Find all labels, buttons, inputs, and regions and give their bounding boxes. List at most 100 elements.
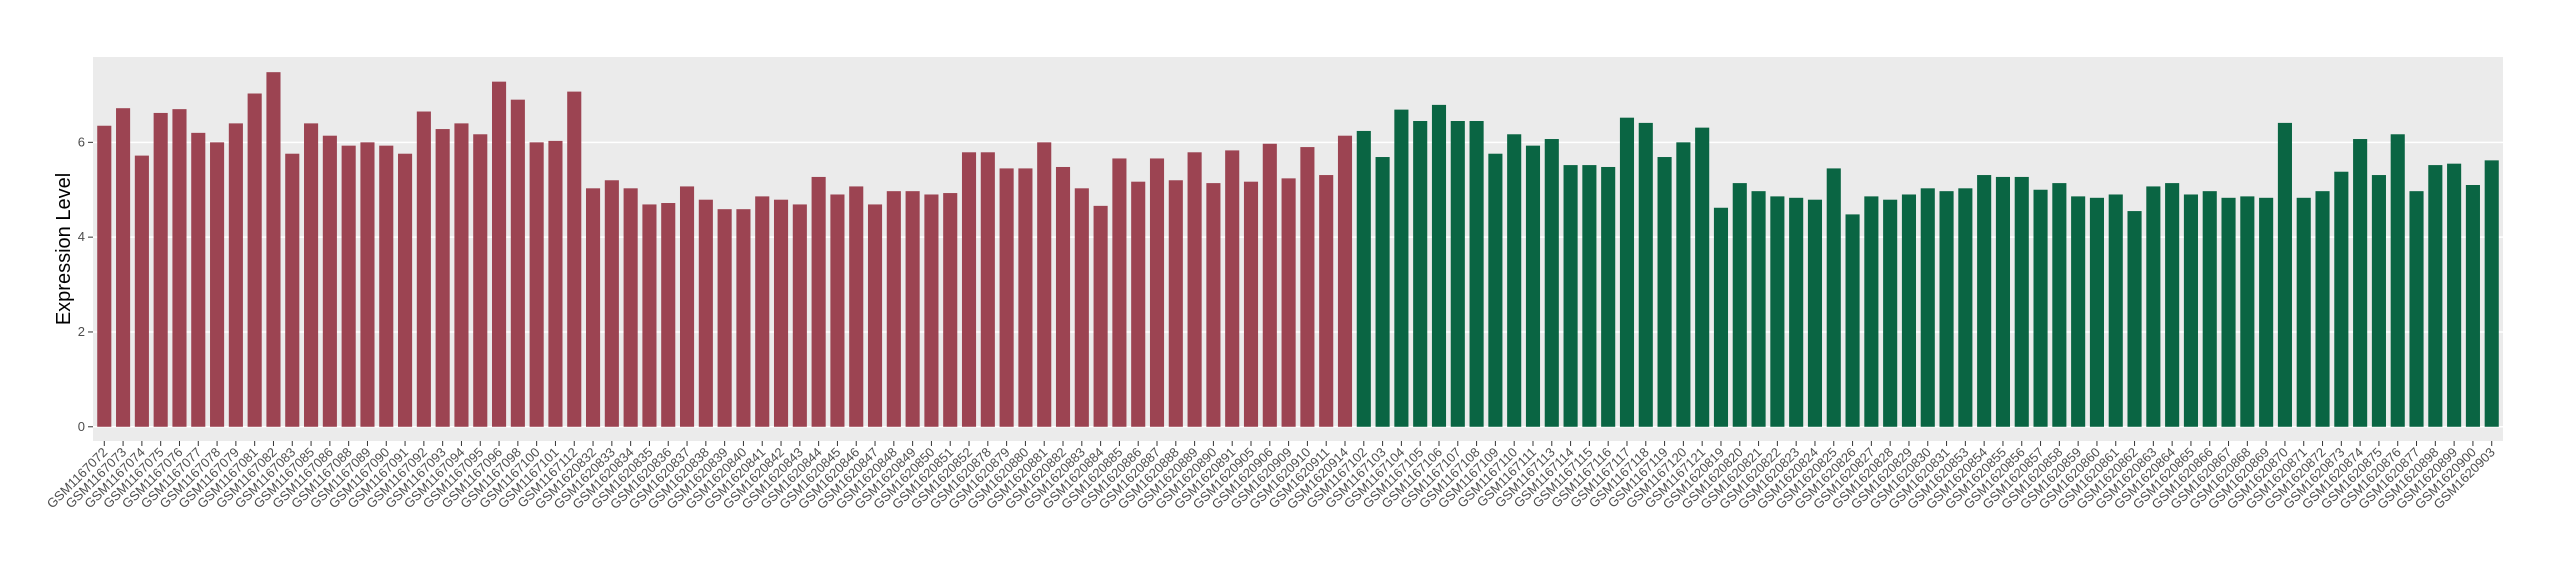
bar xyxy=(97,125,112,427)
bar xyxy=(1488,153,1503,427)
bar xyxy=(2240,196,2255,427)
bar xyxy=(1375,157,1390,427)
bar xyxy=(2146,186,2161,427)
bar xyxy=(2390,134,2405,427)
bar xyxy=(1206,183,1221,427)
bar xyxy=(717,209,732,427)
bar xyxy=(228,123,243,427)
bar xyxy=(1055,166,1071,427)
bar xyxy=(1657,157,1672,427)
bar xyxy=(116,108,131,427)
bar xyxy=(642,204,657,427)
bar xyxy=(623,188,638,427)
bar xyxy=(416,111,431,427)
bar xyxy=(2165,183,2180,427)
bar xyxy=(1300,147,1315,427)
bar xyxy=(980,152,995,427)
bar xyxy=(1319,175,1334,427)
bar xyxy=(1112,158,1127,427)
bar xyxy=(679,186,695,427)
bar xyxy=(2315,191,2330,427)
bar xyxy=(1864,196,1879,427)
bar xyxy=(1582,165,1597,427)
bar xyxy=(773,199,789,427)
bar xyxy=(1093,205,1108,427)
bar xyxy=(867,204,883,427)
bar xyxy=(698,199,713,427)
bar xyxy=(1281,178,1296,427)
bar xyxy=(2447,163,2462,427)
bar xyxy=(2334,171,2349,427)
bar xyxy=(2371,175,2386,427)
bar xyxy=(1544,139,1559,427)
bar xyxy=(1770,196,1785,427)
bar xyxy=(1525,145,1541,427)
bar xyxy=(1431,104,1447,427)
bar xyxy=(1243,181,1259,427)
bar xyxy=(1413,121,1428,427)
bar xyxy=(2202,191,2217,427)
bar xyxy=(661,203,676,427)
bar xyxy=(1920,188,1935,427)
bar xyxy=(473,134,488,427)
bar xyxy=(811,176,826,427)
bar xyxy=(1958,188,1973,427)
bar xyxy=(1131,181,1146,427)
bar xyxy=(322,135,337,427)
bar xyxy=(1356,130,1371,427)
bar xyxy=(943,193,958,427)
bar xyxy=(2033,189,2048,427)
bar xyxy=(341,145,356,427)
bar xyxy=(604,180,619,427)
bar xyxy=(1394,109,1409,427)
bar xyxy=(1695,127,1710,427)
bar xyxy=(1995,176,2011,427)
bar xyxy=(2296,197,2311,427)
bar xyxy=(1977,175,1992,427)
bar xyxy=(1826,168,1841,427)
bar xyxy=(2089,197,2104,427)
bar xyxy=(1018,168,1033,427)
bar xyxy=(379,145,394,427)
bar xyxy=(736,209,751,427)
bar xyxy=(1676,142,1691,427)
bar xyxy=(1713,207,1729,427)
bar xyxy=(2484,160,2499,427)
bar xyxy=(1149,158,1165,427)
bar xyxy=(2014,176,2029,427)
bar xyxy=(924,194,939,427)
bar xyxy=(905,191,920,427)
y-tick-label: 6 xyxy=(78,134,85,149)
bar xyxy=(849,186,864,427)
bar xyxy=(2108,194,2123,427)
y-tick-label: 2 xyxy=(78,324,85,339)
bar xyxy=(1901,194,1917,427)
bar xyxy=(2277,122,2292,427)
bar xyxy=(830,194,845,427)
bar xyxy=(2071,196,2086,427)
bar xyxy=(266,72,281,427)
bar xyxy=(1807,199,1823,427)
bar xyxy=(1450,121,1465,427)
bar xyxy=(398,153,413,427)
bar xyxy=(1037,142,1052,427)
bar xyxy=(1337,135,1353,427)
bar xyxy=(1168,180,1183,427)
bar xyxy=(134,155,149,427)
bar xyxy=(1563,165,1578,427)
bar xyxy=(2259,197,2274,427)
bar xyxy=(529,142,544,427)
bar xyxy=(999,168,1014,427)
bar xyxy=(304,123,319,427)
bar xyxy=(2409,191,2424,427)
bar xyxy=(1751,191,1766,427)
y-axis-label: Expression Level xyxy=(53,173,75,325)
bar xyxy=(2428,165,2443,427)
bar xyxy=(153,112,168,427)
bar xyxy=(360,142,375,427)
bar xyxy=(1469,121,1484,427)
bar xyxy=(585,188,601,427)
y-tick-label: 0 xyxy=(78,419,85,434)
bar xyxy=(492,81,507,427)
bar xyxy=(548,140,563,427)
